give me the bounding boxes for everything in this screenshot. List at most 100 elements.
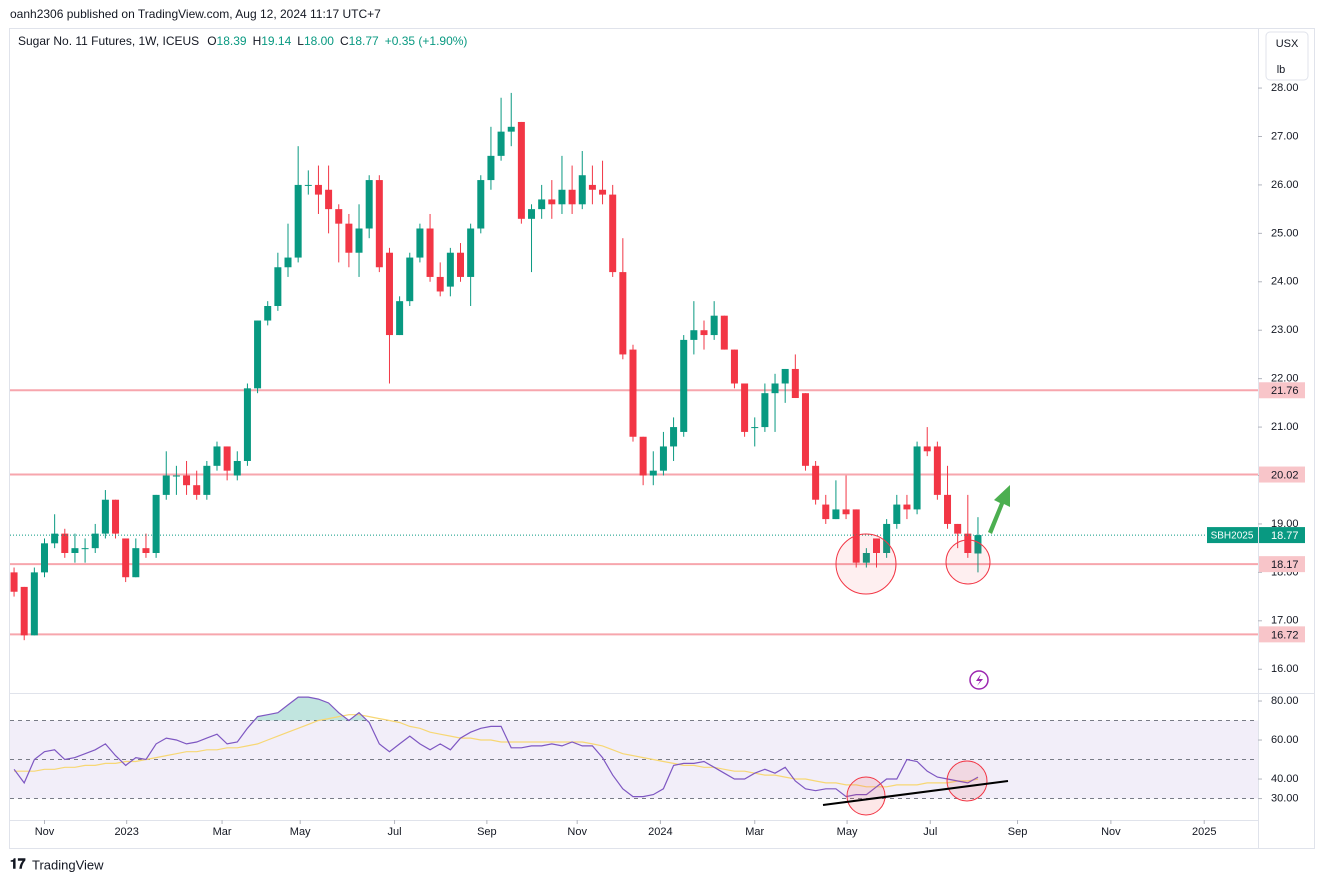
level-tag [1259,626,1305,643]
candle-body [791,368,799,399]
legend-key: C [340,34,349,48]
level-tag [1259,556,1305,573]
legend-value: 19.14 [261,34,291,48]
candle-body [812,465,820,500]
candle-body [944,494,952,524]
y-tick-label: 23.00 [1271,324,1299,336]
x-tick-label: May [290,826,311,838]
unit-box [1265,31,1309,81]
candle-body [375,180,383,268]
candle-body [761,393,769,428]
rsi-tick-label: 60.00 [1271,734,1299,746]
candle-body [730,349,738,384]
candle-body [477,180,485,229]
x-tick-label: Sep [477,826,497,838]
x-tick-label: Nov [567,826,587,838]
x-tick-label: Jul [388,826,402,838]
candle-body [822,504,830,520]
x-tick-label: 2024 [648,826,672,838]
candle-body [304,184,312,186]
candle-body [832,509,840,520]
candle-body [355,228,363,253]
rsi-highlight-circle [946,760,988,802]
candle-body [274,267,282,306]
symbol-label: SBH2025 [1211,531,1254,542]
candle-body [325,189,333,210]
x-tick-label: May [837,826,858,838]
tradingview-logo: 𝟏𝟕 [10,856,26,872]
currency: USX [1276,38,1299,50]
y-tick-label: 27.00 [1271,130,1299,142]
candle-body [183,475,191,486]
x-tick-label: Mar [745,826,764,838]
rsi-highlight-circle [846,776,886,816]
candle-body [396,301,404,336]
unit: lb [1277,64,1286,76]
candle-body [467,228,475,277]
candle-body [254,320,262,389]
candle-body [670,427,678,447]
candle-body [893,504,901,524]
candle-body [172,475,180,477]
y-tick-label: 19.00 [1271,518,1299,530]
publisher-header: oanh2306 published on TradingView.com, A… [10,7,381,21]
x-tick-label: Mar [213,826,232,838]
rsi-trendline [822,780,1009,806]
candle-body [406,257,414,302]
candle-body [40,543,48,573]
candle-body [294,184,302,258]
up-arrow [988,485,1010,534]
alert-bolt [976,674,983,686]
candle-body [568,189,576,205]
candle-body [264,305,272,321]
legend-title: Sugar No. 11 Futures, 1W, ICEUS [18,34,199,48]
candle-body [842,509,850,515]
candle-body [741,383,749,432]
candle-body [284,257,292,268]
candle-body [903,504,911,510]
y-tick-label: 24.00 [1271,276,1299,288]
candle-body [152,494,160,554]
y-tick-label: 26.00 [1271,179,1299,191]
candle-body [913,446,921,510]
candle-body [51,533,59,544]
candle-body [507,126,515,132]
candle-body [619,272,627,355]
candle-body [974,535,982,554]
level-label: 21.76 [1271,385,1299,397]
last-price-label: 18.77 [1271,530,1299,542]
candle-body [193,485,201,495]
candle-body [609,194,617,273]
legend-change: +0.35 (+1.90%) [385,34,468,48]
candle-body [487,155,495,181]
candle-body [659,446,667,471]
candle-body [872,538,880,554]
y-tick-label: 17.00 [1271,615,1299,627]
candle-body [122,538,130,578]
candle-body [690,330,698,340]
candle-body [710,315,718,336]
candle-body [101,499,109,534]
candle-body [335,209,343,224]
y-tick-label: 25.00 [1271,227,1299,239]
candle-body [497,131,505,156]
candle-body [446,252,454,287]
candle-body [558,189,566,205]
x-tick-label: Sep [1008,826,1028,838]
level-label: 18.17 [1271,559,1299,571]
last-price-tag [1259,527,1305,544]
candle-body [720,315,728,350]
candle-body [112,499,120,534]
candle-body [862,553,870,563]
y-tick-label: 22.00 [1271,373,1299,385]
candle-body [213,446,221,466]
candle-body [964,533,972,554]
candle-body [365,180,373,229]
candle-body [588,184,596,190]
highlight-circle [945,539,991,585]
candle-body [436,276,444,292]
rsi-tick-label: 80.00 [1271,695,1299,707]
level-tag [1259,466,1305,483]
level-label: 20.02 [1271,469,1299,481]
